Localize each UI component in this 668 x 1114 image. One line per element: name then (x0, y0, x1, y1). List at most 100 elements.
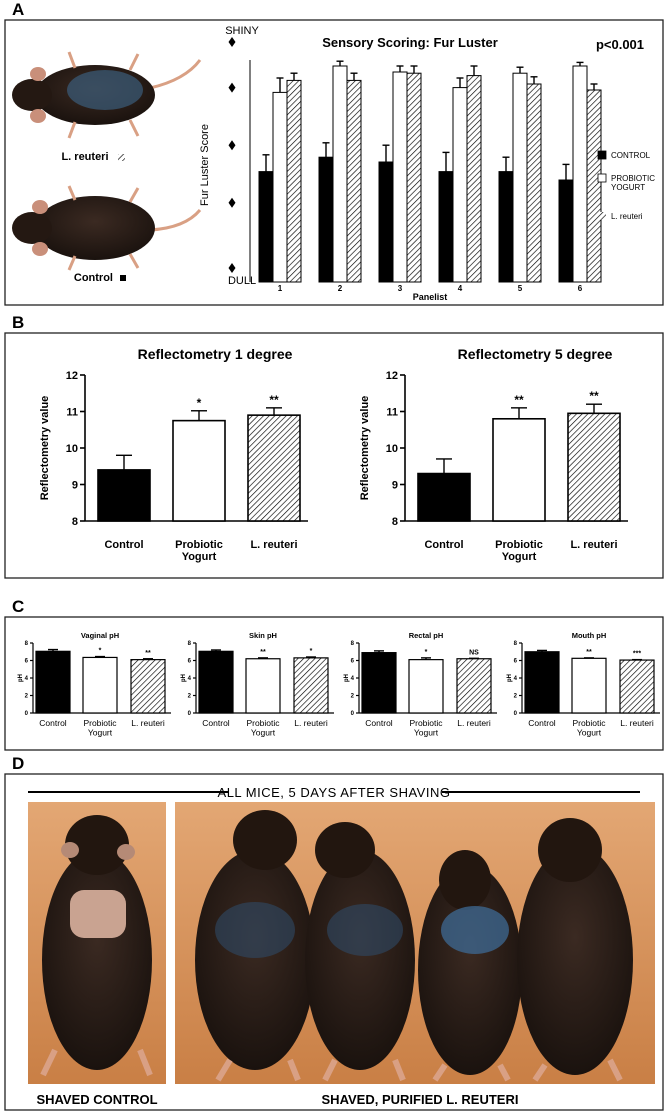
bar (417, 472, 471, 522)
x-tick-label: Control (365, 718, 393, 728)
x-tick-label: L. reuteri (294, 718, 328, 728)
x-tick-label: Control (202, 718, 230, 728)
bar (466, 75, 482, 283)
x-tick-label: L. reuteri (570, 539, 617, 551)
y-tick-label: 2 (25, 694, 29, 700)
significance-label: ** (269, 393, 279, 407)
y-tick-label: 0 (514, 711, 518, 717)
photo (28, 802, 166, 1084)
bar (498, 171, 514, 283)
panel-label: B (12, 313, 24, 332)
bar (258, 171, 274, 283)
error-bar (262, 154, 270, 172)
bar (456, 658, 492, 714)
bar (406, 72, 422, 283)
bar (572, 65, 588, 283)
error-bar (116, 454, 132, 470)
bar (524, 651, 560, 714)
bar (558, 179, 574, 283)
y-tick-label: 0 (25, 711, 29, 717)
error-bar (396, 65, 404, 72)
bar (272, 91, 288, 283)
error-bar (382, 144, 390, 162)
error-bar (95, 655, 105, 658)
error-bar (586, 403, 602, 414)
x-axis-label: Panelist (413, 292, 448, 302)
error-bar (374, 650, 384, 653)
panel-box (4, 773, 664, 1111)
y-tick-label: 2 (514, 694, 518, 700)
x-tick-label: 4 (458, 284, 463, 293)
legend-label: L. reuteri (611, 212, 643, 221)
error-bar (590, 83, 598, 90)
error-bar (511, 407, 527, 419)
y-tick-label: 10 (66, 443, 78, 455)
legend-swatch (598, 212, 606, 220)
panel-box (4, 19, 664, 306)
y-tick-label: 6 (25, 659, 29, 665)
significance-label: * (425, 649, 428, 656)
y-tick-label: 4 (25, 676, 29, 682)
y-tick-label: 0 (351, 711, 355, 717)
y-tick-label: 4 (188, 676, 192, 682)
error-bar (516, 66, 524, 74)
y-tick-label: 11 (386, 406, 398, 418)
error-bar (266, 407, 282, 416)
bar (97, 469, 151, 522)
error-bar (537, 649, 547, 652)
error-bar (48, 648, 58, 652)
scale-diamond (228, 140, 236, 151)
error-bar (211, 649, 221, 652)
error-bar (421, 657, 431, 660)
error-bar (290, 72, 298, 81)
error-bar (502, 156, 510, 172)
y-axis-label: pH (344, 674, 350, 682)
x-tick-label: Probiotic Yogurt (175, 539, 223, 563)
y-tick-label: 12 (66, 370, 78, 382)
scale-diamond (228, 197, 236, 208)
y-tick-label: 9 (392, 479, 398, 491)
error-bar (562, 163, 570, 180)
x-tick-label: Control (39, 718, 67, 728)
panel-label: C (12, 597, 24, 616)
bar (35, 650, 71, 714)
x-tick-label: 6 (578, 284, 583, 293)
bar (492, 417, 546, 522)
y-tick (228, 37, 236, 47)
significance-label: *** (633, 651, 641, 658)
x-tick-label: Probiotic Yogurt (572, 718, 606, 737)
x-tick-label: Control (104, 539, 143, 551)
photo-label: Control (74, 272, 113, 284)
chart-title: Sensory Scoring: Fur Luster (322, 35, 498, 50)
y-axis-label: Reflectometry value (359, 396, 371, 501)
chart-title: Reflectometry 1 degree (138, 346, 293, 362)
error-bar (350, 72, 358, 81)
error-bar (276, 77, 284, 93)
significance-label: * (99, 648, 102, 655)
panel-label: A (12, 0, 24, 19)
legend-label: CONTROL (611, 151, 651, 160)
error-bar (258, 657, 268, 659)
legend-symbol (118, 154, 125, 161)
photo-caption: SHAVED, PURIFIED L. REUTERI (322, 1092, 519, 1107)
x-tick-label: 2 (338, 284, 343, 293)
bar (526, 83, 542, 283)
y-axis-label: pH (18, 674, 24, 682)
x-tick-label: 5 (518, 284, 523, 293)
bar (392, 71, 408, 283)
legend-symbol (120, 275, 126, 281)
banner: ALL MICE, 5 DAYS AFTER SHAVING (218, 785, 451, 800)
panel-box (4, 332, 664, 579)
y-tick-label: 8 (392, 516, 398, 528)
bar (198, 650, 234, 714)
bar (293, 657, 329, 714)
y-tick-label: DULL (228, 275, 256, 287)
bar (82, 656, 118, 714)
bar (286, 79, 302, 283)
significance-label: ** (589, 389, 599, 403)
scale-diamond (228, 82, 236, 93)
error-bar (191, 410, 207, 421)
y-tick-label: 8 (514, 641, 518, 647)
error-bar (470, 65, 478, 76)
